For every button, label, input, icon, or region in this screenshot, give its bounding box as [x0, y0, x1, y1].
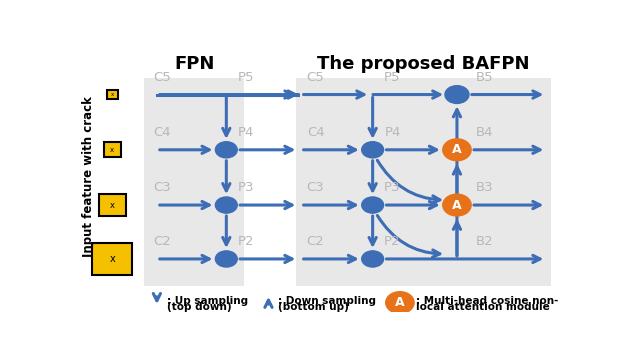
Text: A: A — [395, 296, 404, 309]
Ellipse shape — [386, 292, 414, 314]
Text: Input feature with crack: Input feature with crack — [83, 96, 95, 257]
Text: : Multi-head cosine non-: : Multi-head cosine non- — [416, 296, 559, 306]
Ellipse shape — [216, 251, 237, 267]
Text: P4: P4 — [384, 126, 401, 139]
Text: P4: P4 — [238, 126, 254, 139]
FancyBboxPatch shape — [107, 90, 118, 99]
Text: C5: C5 — [307, 71, 324, 84]
Text: A: A — [452, 198, 462, 211]
Text: B4: B4 — [476, 126, 493, 139]
Text: (top down): (top down) — [167, 302, 232, 312]
Text: P3: P3 — [238, 181, 255, 194]
Text: B3: B3 — [476, 181, 493, 194]
Text: x: x — [109, 201, 115, 210]
FancyBboxPatch shape — [99, 194, 126, 216]
Ellipse shape — [443, 139, 471, 161]
Text: x: x — [110, 147, 115, 153]
FancyBboxPatch shape — [145, 78, 244, 286]
Text: FPN: FPN — [174, 55, 214, 72]
Text: C4: C4 — [307, 126, 324, 139]
Text: C4: C4 — [153, 126, 171, 139]
Ellipse shape — [443, 194, 471, 216]
FancyBboxPatch shape — [104, 142, 121, 157]
Text: P2: P2 — [238, 235, 255, 248]
Ellipse shape — [445, 86, 469, 104]
Text: local attention module: local attention module — [416, 302, 550, 312]
Text: C2: C2 — [153, 235, 171, 248]
FancyBboxPatch shape — [92, 243, 132, 275]
Ellipse shape — [362, 251, 383, 267]
Text: : Up sampling: : Up sampling — [167, 296, 248, 306]
Text: C2: C2 — [307, 235, 324, 248]
Ellipse shape — [362, 142, 383, 158]
Text: P5: P5 — [384, 71, 401, 84]
Text: x: x — [109, 254, 115, 264]
Ellipse shape — [216, 197, 237, 213]
Text: B2: B2 — [476, 235, 493, 248]
Text: (bottom up): (bottom up) — [278, 302, 349, 312]
Text: A: A — [452, 143, 462, 156]
FancyBboxPatch shape — [296, 78, 551, 286]
Ellipse shape — [362, 197, 383, 213]
Text: C3: C3 — [153, 181, 171, 194]
Text: P5: P5 — [238, 71, 255, 84]
Text: B5: B5 — [476, 71, 493, 84]
Text: : Down sampling: : Down sampling — [278, 296, 376, 306]
Text: The proposed BAFPN: The proposed BAFPN — [317, 55, 530, 72]
Text: x: x — [111, 92, 114, 97]
Text: P3: P3 — [384, 181, 401, 194]
Ellipse shape — [216, 142, 237, 158]
Text: C3: C3 — [307, 181, 324, 194]
Text: C5: C5 — [153, 71, 171, 84]
Text: P2: P2 — [384, 235, 401, 248]
